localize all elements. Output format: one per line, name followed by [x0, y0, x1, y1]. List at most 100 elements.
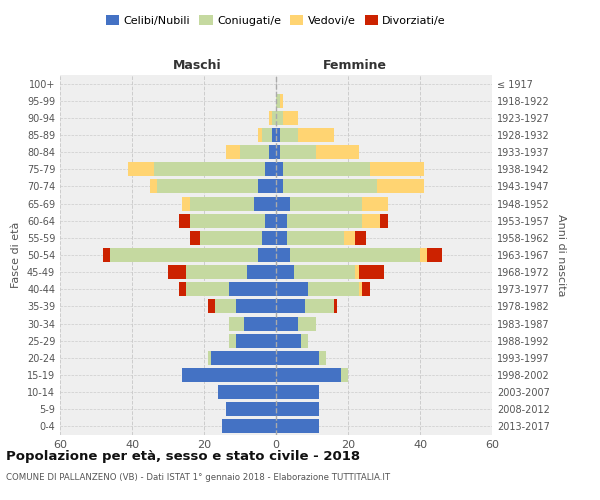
Bar [258, 248, 276, 262]
Bar [283, 180, 377, 194]
Bar [179, 282, 186, 296]
Bar [287, 214, 362, 228]
Bar [280, 145, 316, 159]
Bar [276, 248, 290, 262]
Bar [290, 248, 420, 262]
Bar [269, 145, 276, 159]
Y-axis label: Fasce di età: Fasce di età [11, 222, 21, 288]
Bar [359, 265, 384, 279]
Bar [222, 420, 276, 434]
Bar [258, 128, 262, 142]
Bar [272, 111, 276, 125]
Bar [370, 162, 424, 176]
Bar [276, 351, 319, 365]
Text: Popolazione per età, sesso e stato civile - 2018: Popolazione per età, sesso e stato civil… [6, 450, 360, 463]
Bar [244, 316, 276, 330]
Bar [208, 300, 215, 314]
Bar [211, 351, 276, 365]
Bar [236, 300, 276, 314]
Bar [265, 214, 276, 228]
Bar [290, 196, 362, 210]
Bar [305, 300, 334, 314]
Bar [226, 402, 276, 416]
Bar [276, 145, 280, 159]
Bar [276, 334, 301, 347]
Bar [110, 248, 258, 262]
Bar [272, 128, 276, 142]
Bar [298, 128, 334, 142]
Bar [283, 111, 298, 125]
Bar [276, 316, 298, 330]
Bar [298, 316, 316, 330]
Bar [276, 231, 287, 245]
Bar [190, 196, 254, 210]
Bar [316, 145, 359, 159]
Bar [294, 265, 355, 279]
Bar [269, 111, 272, 125]
Bar [190, 214, 265, 228]
Text: Maschi: Maschi [172, 58, 221, 71]
Bar [301, 334, 308, 347]
Bar [103, 248, 110, 262]
Bar [254, 196, 276, 210]
Bar [276, 94, 280, 108]
Y-axis label: Anni di nascita: Anni di nascita [556, 214, 566, 296]
Bar [276, 265, 294, 279]
Bar [377, 180, 424, 194]
Bar [128, 162, 154, 176]
Bar [208, 351, 211, 365]
Bar [150, 180, 157, 194]
Bar [341, 368, 348, 382]
Bar [229, 334, 236, 347]
Bar [308, 282, 359, 296]
Bar [334, 300, 337, 314]
Bar [276, 111, 283, 125]
Bar [262, 128, 272, 142]
Bar [276, 282, 308, 296]
Legend: Celibi/Nubili, Coniugati/e, Vedovi/e, Divorziati/e: Celibi/Nubili, Coniugati/e, Vedovi/e, Di… [101, 10, 451, 30]
Bar [283, 162, 370, 176]
Bar [355, 231, 366, 245]
Bar [229, 282, 276, 296]
Text: Femmine: Femmine [323, 58, 387, 71]
Bar [319, 351, 326, 365]
Bar [182, 368, 276, 382]
Bar [186, 282, 229, 296]
Bar [276, 385, 319, 399]
Bar [265, 162, 276, 176]
Bar [276, 402, 319, 416]
Bar [186, 265, 247, 279]
Bar [258, 180, 276, 194]
Bar [182, 196, 190, 210]
Bar [276, 300, 305, 314]
Bar [276, 368, 341, 382]
Bar [200, 231, 262, 245]
Bar [420, 248, 427, 262]
Bar [276, 128, 280, 142]
Bar [247, 265, 276, 279]
Bar [380, 214, 388, 228]
Bar [344, 231, 355, 245]
Bar [236, 334, 276, 347]
Text: COMUNE DI PALLANZENO (VB) - Dati ISTAT 1° gennaio 2018 - Elaborazione TUTTITALIA: COMUNE DI PALLANZENO (VB) - Dati ISTAT 1… [6, 472, 390, 482]
Bar [276, 214, 287, 228]
Bar [362, 196, 388, 210]
Bar [168, 265, 186, 279]
Bar [359, 282, 362, 296]
Bar [280, 94, 283, 108]
Bar [229, 316, 244, 330]
Bar [262, 231, 276, 245]
Bar [190, 231, 200, 245]
Bar [362, 282, 370, 296]
Bar [276, 196, 290, 210]
Bar [276, 420, 319, 434]
Bar [226, 145, 240, 159]
Bar [179, 214, 190, 228]
Bar [154, 162, 265, 176]
Bar [240, 145, 269, 159]
Bar [280, 128, 298, 142]
Bar [218, 385, 276, 399]
Bar [287, 231, 344, 245]
Bar [355, 265, 359, 279]
Bar [427, 248, 442, 262]
